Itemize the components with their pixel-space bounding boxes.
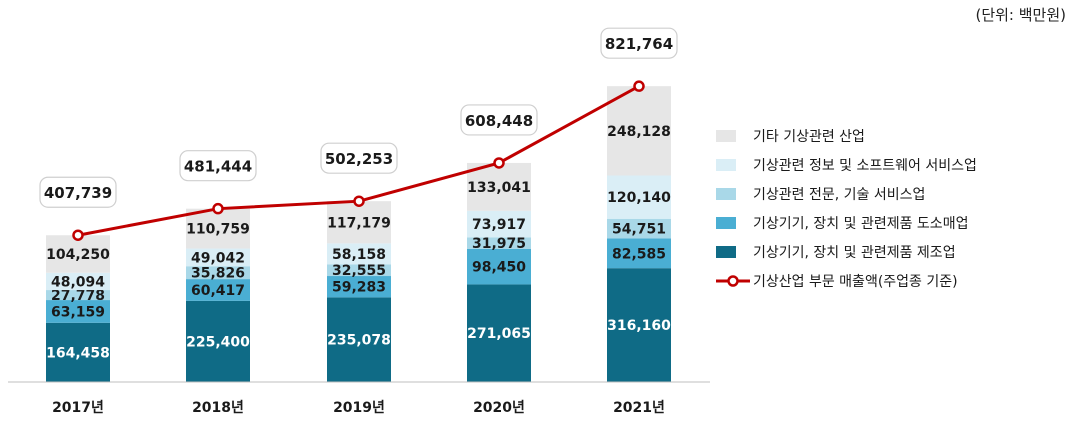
total-point [72,229,84,241]
bar-segment [46,322,110,382]
x-tick-label: 2017년 [52,400,104,416]
bar-segment [327,264,391,277]
data-label: 59,283 [332,280,386,296]
total-callout-box [460,104,538,136]
data-label: 82,585 [612,246,666,262]
x-tick-label: 2021년 [613,400,665,416]
x-tick-label: 2020년 [473,400,525,416]
bar-segment [46,300,110,323]
data-label: 58,158 [332,247,386,263]
legend-swatch [716,217,736,229]
bar-segment [327,297,391,382]
data-label: 27,778 [51,288,105,304]
bar-segment [327,201,391,244]
data-label: 120,140 [607,190,671,206]
legend-entry: 기상산업 부문 매출액(주업종 기준) [753,274,958,290]
bar-segment [467,210,531,238]
bar-segment [607,86,671,176]
legend-entry: 기상기기, 장치 및 관련제품 도소매업 [753,216,968,232]
data-label: 73,917 [472,217,526,233]
data-label: 133,041 [467,180,531,196]
legend-swatch [716,159,736,171]
data-label: 54,751 [612,222,666,238]
x-tick-label: 2018년 [192,400,244,416]
total-label: 608,448 [465,112,533,130]
bar-segment [607,238,671,269]
data-label: 164,458 [46,345,110,361]
bar-segment [607,218,671,239]
legend-swatch [716,246,736,258]
bar-segment [46,235,110,273]
data-label: 35,826 [191,266,245,282]
bar-segment [186,300,250,382]
legend-entry: 기상관련 전문, 기술 서비스업 [753,187,925,203]
legend-entry: 기상기기, 장치 및 관련제품 제조업 [753,245,956,261]
data-label: 63,159 [51,304,105,320]
unit-label: (단위: 백만원) [975,6,1066,24]
total-point [493,157,505,169]
data-label: 271,065 [467,326,531,342]
data-label: 60,417 [191,283,245,299]
data-label: 225,400 [186,334,250,350]
bar-segment [327,243,391,265]
legend-entry: 기상관련 정보 및 소프트웨어 서비스업 [753,158,977,174]
total-label: 481,444 [184,158,252,176]
x-tick-label: 2019년 [333,400,385,416]
total-callout-box [600,27,678,59]
bar-segment [607,268,671,382]
bar-segment [186,208,250,249]
total-point [212,202,224,215]
total-callout-box [320,142,398,174]
total-point [633,80,645,92]
bar-segment [467,284,531,382]
total-label: 502,253 [325,150,393,168]
data-label: 32,555 [332,263,386,279]
legend-line-marker [727,275,739,287]
bar-segment [467,248,531,285]
bar-segment [327,276,391,298]
bar-segment [607,175,671,219]
total-label: 821,764 [605,35,673,53]
data-label: 248,128 [607,124,671,140]
total-point [353,195,365,207]
bar-segment [46,272,110,291]
bar-segment [467,237,531,249]
data-label: 104,250 [46,247,110,263]
bar-segment [186,248,250,267]
data-label: 235,078 [327,333,391,349]
data-label: 48,094 [51,274,105,290]
bar-segment [186,279,250,301]
bar-segment [46,290,110,301]
data-label: 316,160 [607,318,671,334]
data-label: 110,759 [186,222,250,238]
total-label: 407,739 [44,184,112,202]
data-label: 117,179 [327,215,391,231]
total-callout-box [39,176,117,208]
bar-segment [467,162,531,211]
legend-entry: 기타 기상관련 산업 [753,129,865,145]
legend-swatch [716,130,736,142]
legend-swatch [716,188,736,200]
data-label: 98,450 [472,260,526,276]
bar-segment [186,266,250,280]
data-label: 31,975 [472,236,526,252]
data-label: 49,042 [191,250,245,266]
total-callout-box [179,150,257,182]
